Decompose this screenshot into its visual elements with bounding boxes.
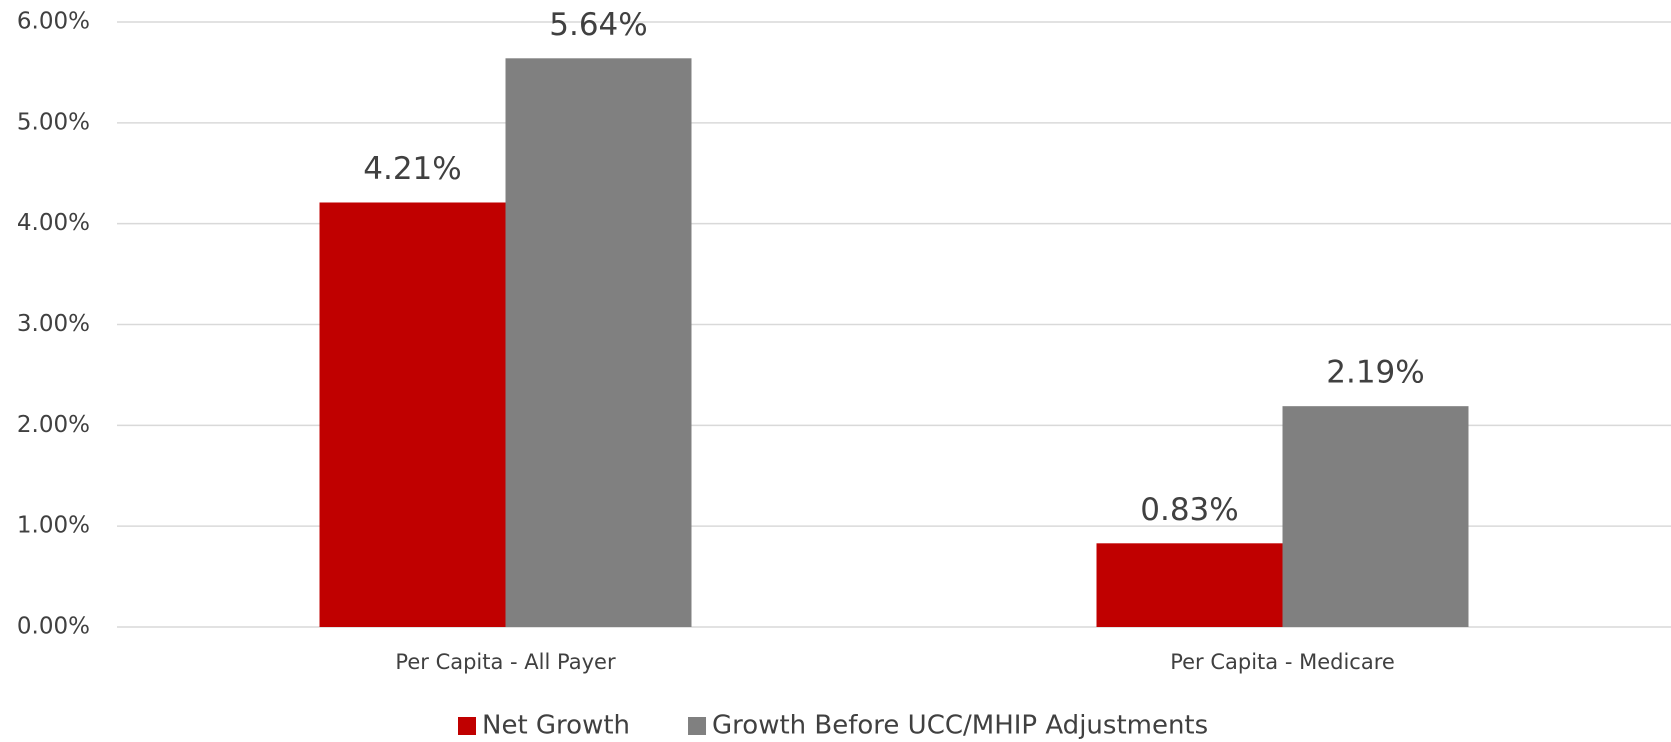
legend-swatch bbox=[688, 717, 707, 735]
y-tick-label: 1.00% bbox=[17, 513, 90, 539]
bar bbox=[1096, 543, 1283, 627]
data-label: 2.19% bbox=[1326, 355, 1424, 391]
bar bbox=[1282, 406, 1469, 627]
legend-label: Growth Before UCC/MHIP Adjustments bbox=[712, 711, 1208, 741]
data-label: 5.64% bbox=[549, 7, 647, 43]
data-label: 4.21% bbox=[363, 151, 461, 187]
legend-label: Net Growth bbox=[482, 711, 630, 741]
bar bbox=[505, 58, 692, 628]
x-tick-label: Per Capita - Medicare bbox=[1170, 650, 1395, 674]
y-tick-label: 3.00% bbox=[17, 311, 90, 337]
y-tick-label: 2.00% bbox=[17, 412, 90, 438]
legend-swatch bbox=[458, 717, 476, 735]
y-tick-label: 4.00% bbox=[17, 210, 90, 236]
data-label: 0.83% bbox=[1140, 492, 1238, 528]
y-tick-label: 6.00% bbox=[17, 9, 90, 35]
y-tick-label: 0.00% bbox=[17, 614, 90, 640]
y-tick-label: 5.00% bbox=[17, 109, 90, 135]
x-tick-label: Per Capita - All Payer bbox=[395, 650, 616, 674]
bar bbox=[319, 202, 506, 627]
